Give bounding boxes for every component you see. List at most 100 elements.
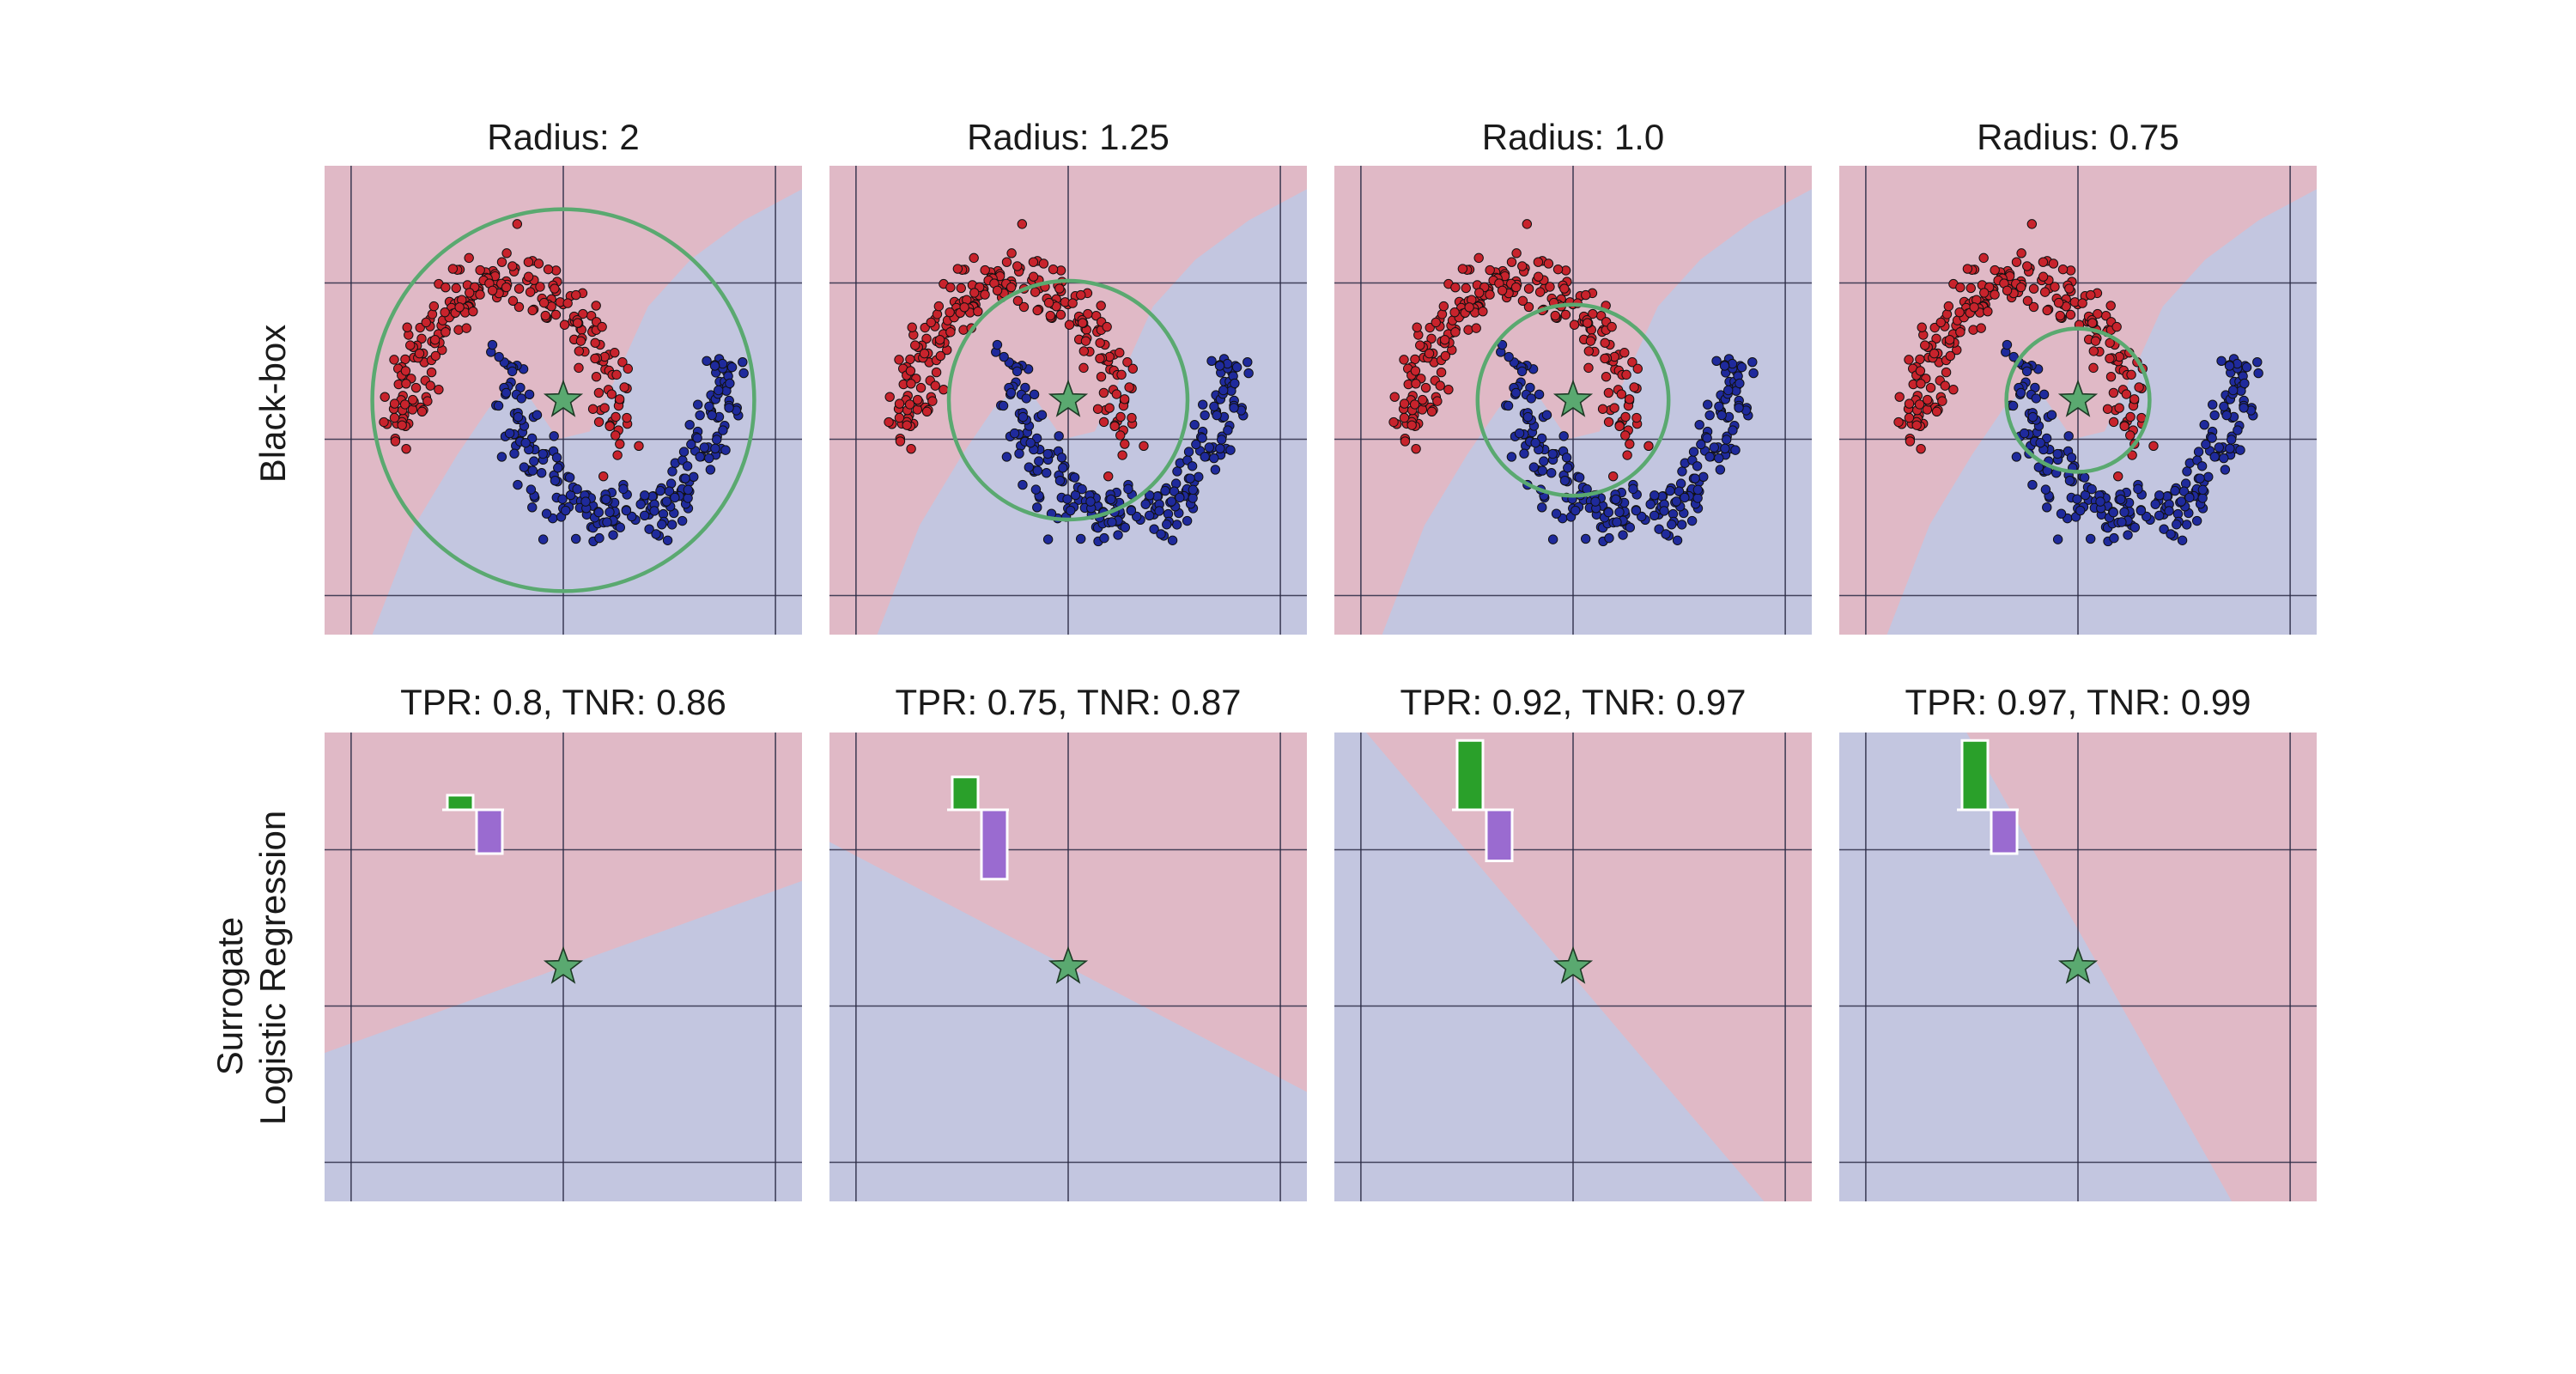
blue-data-point (1522, 411, 1534, 423)
red-data-point (1437, 309, 1448, 319)
red-data-point (451, 283, 461, 294)
blue-data-point (1120, 522, 1131, 532)
blue-data-point (519, 462, 530, 472)
blue-data-point (1113, 530, 1123, 540)
red-data-point (1122, 357, 1133, 368)
red-data-point (1931, 406, 1942, 417)
red-data-point (590, 337, 600, 348)
blue-data-point (557, 494, 568, 504)
red-data-point (2126, 369, 2136, 380)
blue-data-point (1649, 510, 1660, 521)
blue-data-point (2253, 368, 2263, 379)
red-data-point (496, 257, 507, 267)
blue-data-point (2177, 535, 2188, 545)
red-data-point (1116, 369, 1127, 380)
blue-data-point (2008, 351, 2019, 362)
blue-data-point (1054, 475, 1066, 486)
red-data-point (614, 394, 625, 404)
red-data-point (2022, 295, 2033, 307)
blue-data-point (1563, 463, 1573, 473)
red-data-point (1450, 283, 1461, 293)
blue-data-point (1223, 425, 1233, 435)
blue-data-point (1210, 465, 1221, 475)
blue-data-point (1188, 484, 1199, 495)
blue-data-point (2191, 515, 2202, 526)
surrogate-panel-3 (1334, 733, 1812, 1201)
red-data-point (1569, 319, 1580, 330)
red-data-point (523, 271, 534, 282)
red-data-point (1102, 321, 1112, 332)
blue-data-point (686, 439, 696, 450)
blue-data-point (602, 517, 612, 527)
red-data-point (1588, 308, 1598, 319)
blue-data-point (2224, 361, 2235, 371)
red-data-point (2042, 305, 2052, 316)
blue-data-point (1209, 453, 1219, 464)
red-data-point (527, 305, 538, 316)
red-data-point (507, 261, 518, 271)
red-data-point (540, 310, 550, 321)
blue-data-point (1547, 448, 1558, 459)
blue-data-point (1537, 502, 1547, 513)
red-data-point (2129, 394, 2140, 404)
blue-data-point (2207, 433, 2217, 443)
red-data-point (1399, 355, 1409, 365)
red-data-point (1915, 366, 1926, 376)
red-data-point (1935, 317, 1946, 328)
red-data-point (902, 420, 912, 430)
blue-data-point (1030, 484, 1042, 495)
blue-data-point (1730, 445, 1741, 455)
red-data-point (939, 384, 949, 395)
red-data-point (930, 380, 940, 391)
blue-data-point (2008, 400, 2019, 411)
red-data-point (475, 264, 485, 276)
red-data-point (1601, 371, 1612, 382)
blue-data-point (2220, 465, 2231, 475)
red-data-point (2022, 261, 2032, 271)
red-data-point (980, 289, 990, 300)
blue-data-point (705, 465, 716, 475)
red-data-point (2105, 371, 2117, 382)
blue-data-point (621, 505, 632, 516)
blue-data-point (1590, 496, 1601, 507)
blue-data-point (2170, 485, 2180, 496)
blue-data-point (1709, 442, 1719, 453)
red-data-point (454, 302, 465, 313)
red-data-point (1944, 334, 1955, 345)
blue-data-point (2209, 452, 2220, 462)
red-data-point (904, 399, 915, 410)
blue-data-point (494, 351, 504, 362)
blue-data-point (1528, 462, 1540, 472)
blue-data-point (1183, 447, 1194, 457)
blue-data-point (2197, 484, 2208, 495)
red-data-point (1078, 362, 1089, 374)
blue-data-point (1720, 443, 1730, 454)
coefficient-bar-x2 (980, 808, 1009, 881)
blue-data-point (1603, 508, 1613, 518)
blue-data-point (682, 461, 693, 471)
red-data-point (535, 282, 545, 292)
red-data-point (1139, 441, 1149, 452)
red-data-point (1388, 416, 1399, 428)
blue-data-point (707, 410, 717, 421)
blue-data-point (549, 431, 559, 441)
red-data-point (578, 308, 588, 319)
coefficient-bar-x2 (475, 808, 504, 855)
red-data-point (2108, 416, 2119, 428)
blue-data-point (2087, 483, 2097, 495)
blue-data-point (532, 410, 543, 420)
blue-data-point (593, 508, 604, 518)
blue-data-point (2072, 494, 2082, 504)
red-data-point (906, 443, 916, 454)
red-data-point (605, 421, 615, 431)
red-data-point (401, 379, 411, 389)
red-data-point (894, 355, 904, 365)
red-data-point (1581, 289, 1591, 301)
red-data-point (574, 346, 585, 356)
red-data-point (402, 322, 412, 332)
blue-data-point (1503, 400, 1514, 411)
blue-data-point (2063, 431, 2074, 441)
blue-data-point (1166, 496, 1177, 507)
red-data-point (414, 348, 425, 359)
blue-data-point (738, 368, 749, 379)
